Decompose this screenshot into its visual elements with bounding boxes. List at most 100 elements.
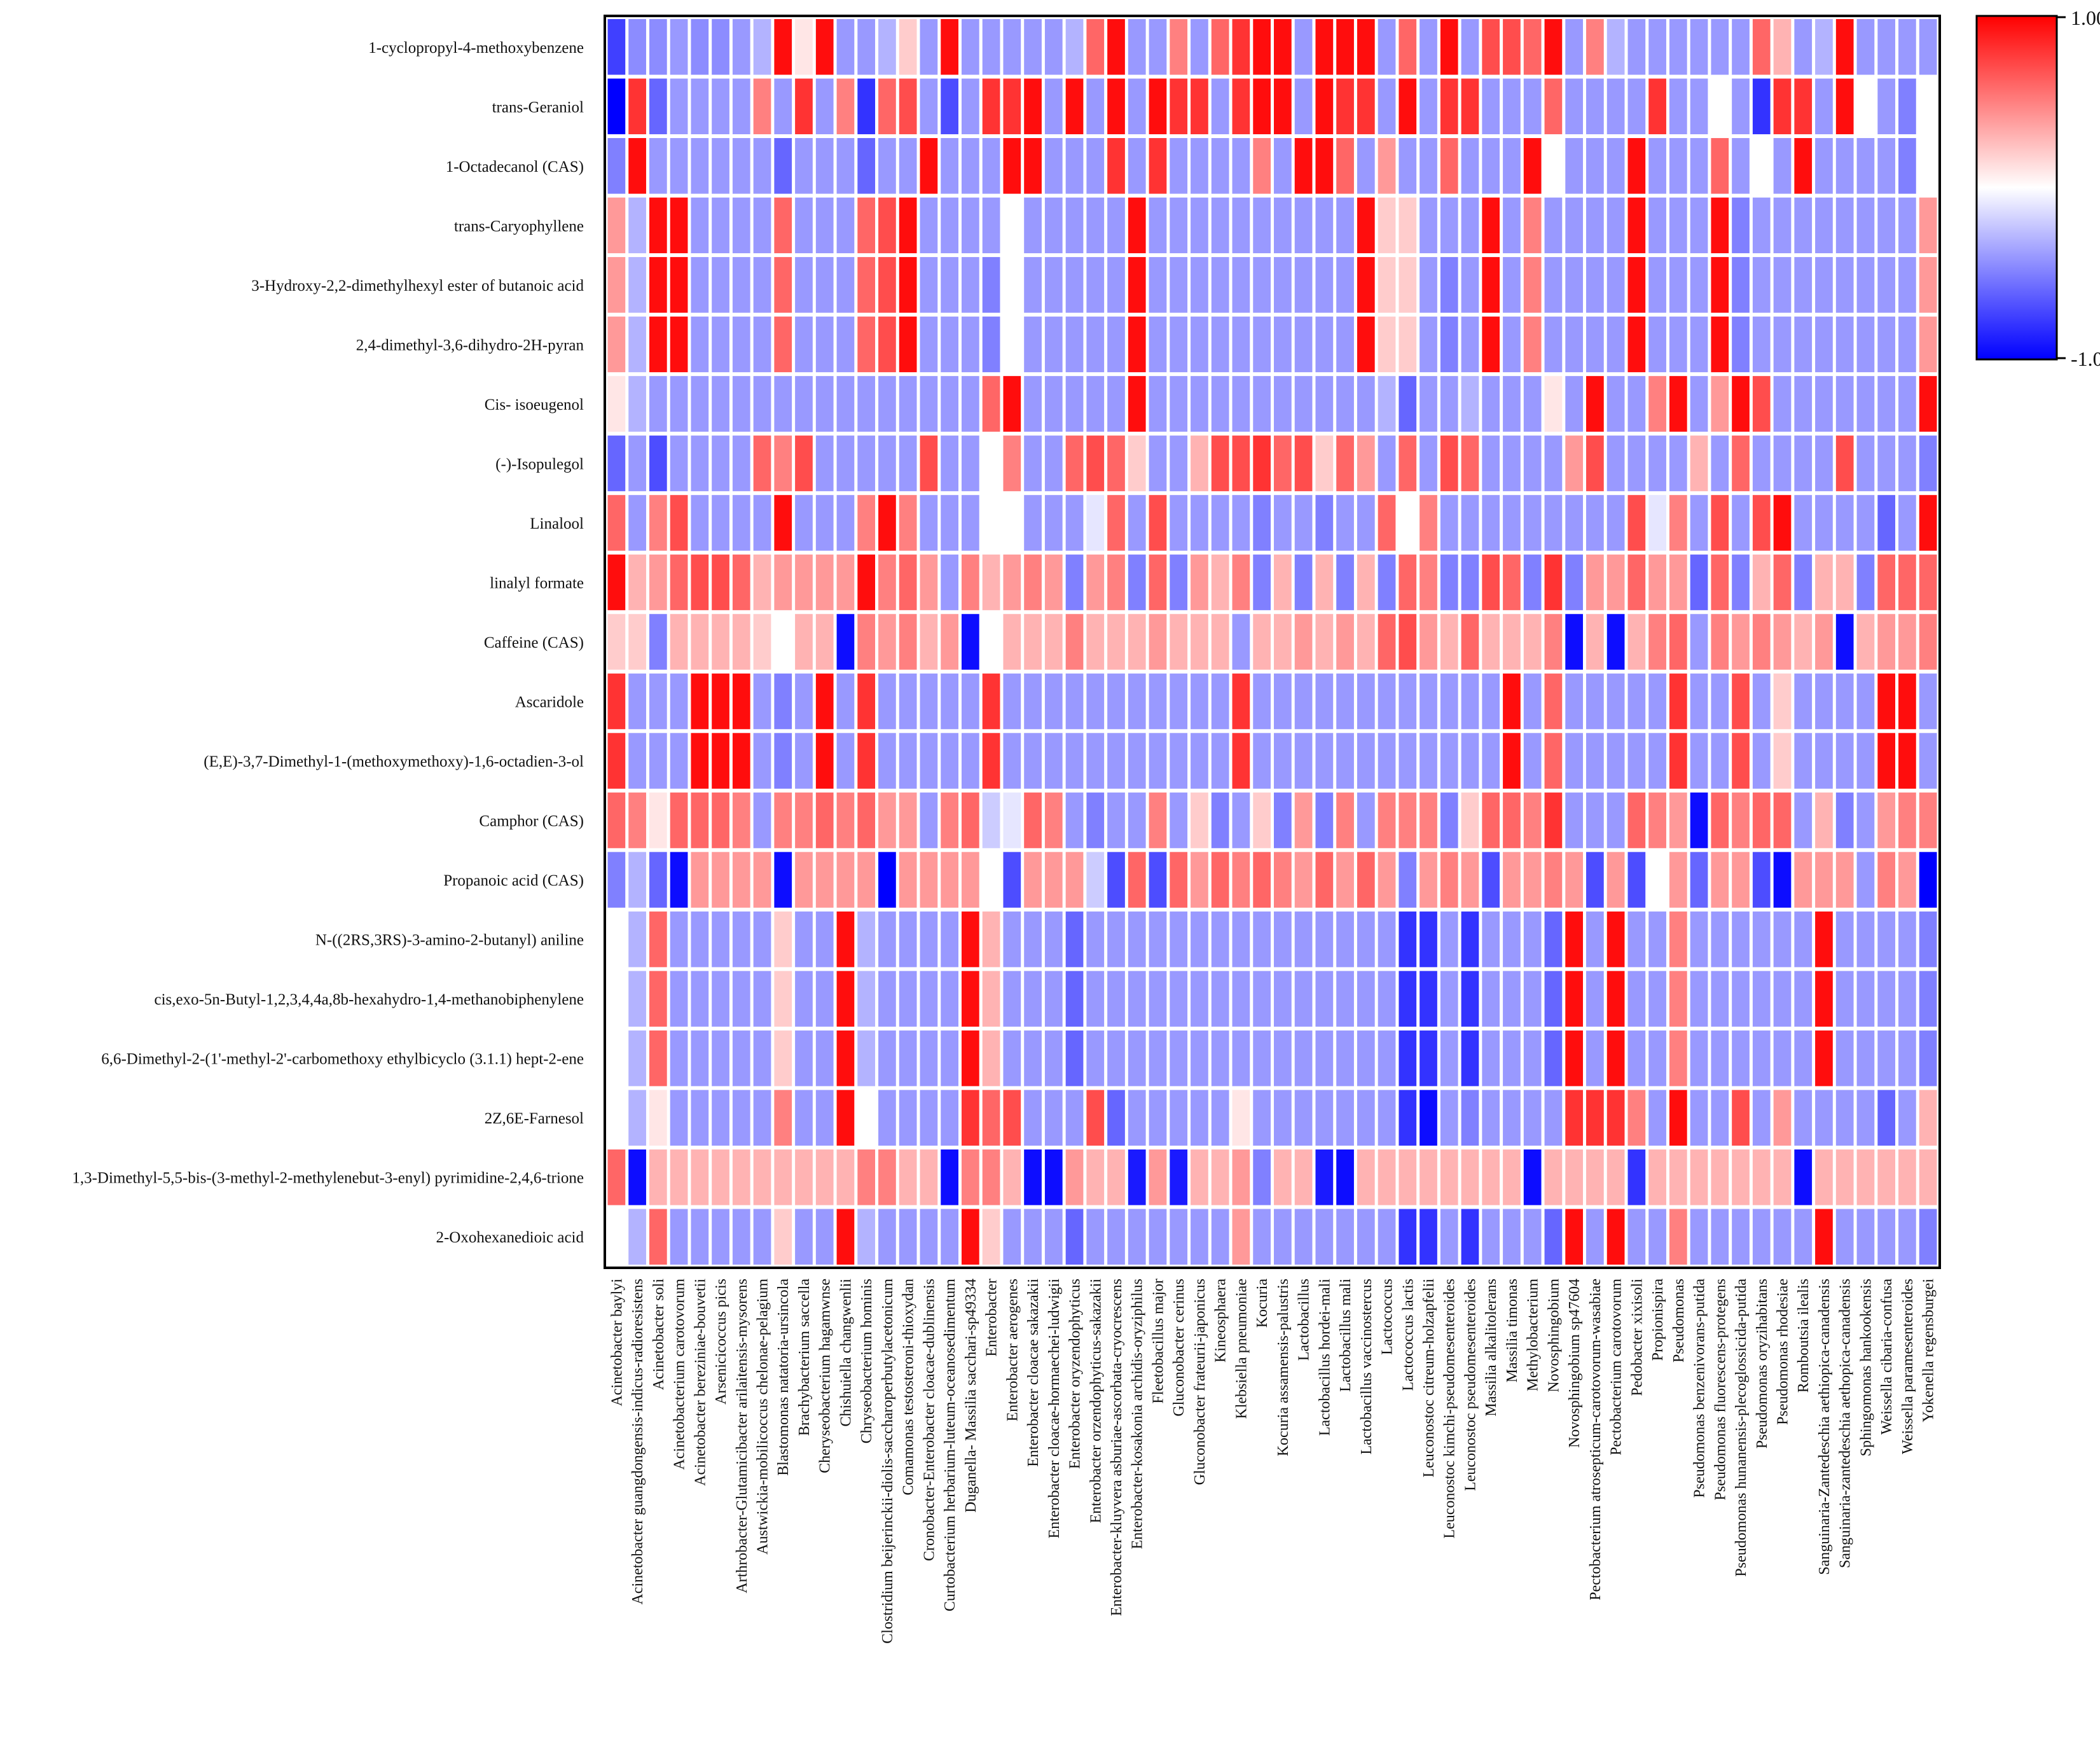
heatmap-cell bbox=[1128, 197, 1146, 254]
row-label: Linalool bbox=[530, 515, 584, 532]
heatmap-cell bbox=[1606, 1149, 1625, 1205]
heatmap-cell bbox=[1440, 554, 1458, 611]
heatmap-cell bbox=[1420, 495, 1437, 551]
heatmap-cell bbox=[795, 495, 813, 551]
heatmap-cell bbox=[878, 376, 896, 432]
heatmap-cell bbox=[1440, 138, 1458, 194]
heatmap-cell bbox=[1752, 673, 1771, 730]
heatmap-cell bbox=[1815, 197, 1833, 254]
heatmap-cell bbox=[1191, 1090, 1208, 1146]
heatmap-cell bbox=[1898, 1149, 1916, 1205]
heatmap-cell bbox=[1294, 435, 1313, 492]
heatmap-cell bbox=[712, 1030, 729, 1087]
heatmap-cell bbox=[857, 78, 876, 135]
heatmap-cell bbox=[1586, 554, 1604, 611]
heatmap-cell bbox=[1503, 197, 1521, 254]
heatmap-cell bbox=[1898, 554, 1916, 611]
heatmap-cell bbox=[1773, 19, 1792, 75]
heatmap-cell bbox=[628, 316, 646, 373]
heatmap-cell bbox=[1086, 78, 1105, 135]
heatmap-cell bbox=[961, 138, 979, 194]
heatmap-cell bbox=[670, 1030, 688, 1087]
heatmap-cell bbox=[1336, 733, 1354, 789]
heatmap-cell bbox=[1211, 316, 1229, 373]
heatmap-cell bbox=[1440, 316, 1458, 373]
heatmap-cell bbox=[1503, 1090, 1521, 1146]
heatmap-cell bbox=[1315, 554, 1334, 611]
heatmap-cell bbox=[1544, 554, 1563, 611]
heatmap-cell bbox=[1461, 852, 1479, 908]
heatmap-cell bbox=[712, 435, 729, 492]
heatmap-cell bbox=[1440, 376, 1458, 432]
heatmap-cell bbox=[1315, 1149, 1334, 1205]
heatmap-cell bbox=[1752, 435, 1771, 492]
heatmap-cell bbox=[1420, 376, 1437, 432]
heatmap-cell bbox=[1378, 673, 1396, 730]
heatmap-cell bbox=[712, 614, 729, 670]
heatmap-cell bbox=[691, 1149, 709, 1205]
heatmap-cell bbox=[1565, 733, 1584, 789]
heatmap-cell bbox=[899, 733, 917, 789]
heatmap-cell bbox=[920, 495, 938, 551]
column-label: Pseudomonas hunanensis-plecoglossicida-p… bbox=[1733, 1279, 1750, 1577]
heatmap-cell bbox=[1627, 1209, 1646, 1265]
heatmap-cell bbox=[1065, 733, 1084, 789]
row-label: trans-Caryophyllene bbox=[454, 218, 584, 235]
heatmap-cell bbox=[982, 911, 1000, 968]
heatmap-cell bbox=[1294, 19, 1313, 75]
heatmap-cell bbox=[1399, 495, 1417, 551]
heatmap-cell bbox=[1253, 78, 1271, 135]
heatmap-cell bbox=[1898, 376, 1916, 432]
heatmap-cell bbox=[607, 495, 626, 551]
heatmap-cell bbox=[1149, 435, 1167, 492]
heatmap-cell bbox=[982, 1090, 1000, 1146]
heatmap-cell bbox=[1336, 78, 1354, 135]
heatmap-cell bbox=[1669, 1149, 1687, 1205]
heatmap-cell bbox=[1482, 733, 1500, 789]
heatmap-cell bbox=[1024, 138, 1042, 194]
heatmap-cell bbox=[857, 197, 876, 254]
heatmap-cell bbox=[1856, 852, 1875, 908]
column-label: Acinetobacter guangdongensis-indicus-rad… bbox=[630, 1279, 646, 1605]
heatmap-cell bbox=[1919, 257, 1937, 313]
heatmap-cell bbox=[1253, 792, 1271, 849]
heatmap-cell bbox=[1378, 495, 1396, 551]
heatmap-cell bbox=[1378, 733, 1396, 789]
heatmap-cell bbox=[1232, 673, 1250, 730]
heatmap-cell bbox=[1065, 197, 1084, 254]
heatmap-cell bbox=[836, 1149, 855, 1205]
heatmap-cell bbox=[732, 138, 750, 194]
heatmap-cell bbox=[1835, 614, 1854, 670]
heatmap-cell bbox=[1294, 316, 1313, 373]
heatmap-cell bbox=[1586, 435, 1604, 492]
heatmap-cell bbox=[1357, 316, 1375, 373]
heatmap-cell bbox=[920, 257, 938, 313]
heatmap-cell bbox=[649, 911, 667, 968]
heatmap-cell bbox=[1420, 197, 1437, 254]
heatmap-cell bbox=[1752, 733, 1771, 789]
heatmap-cell bbox=[941, 554, 958, 611]
heatmap-cell bbox=[1378, 792, 1396, 849]
column-label: Weissella paramesenteroides bbox=[1900, 1279, 1916, 1454]
heatmap-cell bbox=[1128, 792, 1146, 849]
heatmap-cell bbox=[1503, 1209, 1521, 1265]
heatmap-cell bbox=[1877, 376, 1896, 432]
heatmap-cell bbox=[1170, 78, 1188, 135]
heatmap-cell bbox=[1835, 554, 1854, 611]
heatmap-cell bbox=[795, 971, 813, 1027]
heatmap-cell bbox=[1711, 257, 1729, 313]
heatmap-cell bbox=[1919, 971, 1937, 1027]
heatmap-cell bbox=[857, 733, 876, 789]
heatmap-cell bbox=[1107, 673, 1125, 730]
heatmap-cell bbox=[815, 911, 834, 968]
heatmap-cell bbox=[1669, 19, 1687, 75]
heatmap-cell bbox=[607, 197, 626, 254]
heatmap-cell bbox=[878, 1209, 896, 1265]
heatmap-cell bbox=[1565, 911, 1584, 968]
heatmap-cell bbox=[878, 911, 896, 968]
heatmap-cell bbox=[1357, 971, 1375, 1027]
heatmap-cell bbox=[1503, 78, 1521, 135]
heatmap-cell bbox=[836, 495, 855, 551]
heatmap-cell bbox=[1773, 197, 1792, 254]
heatmap-cell bbox=[1044, 911, 1063, 968]
